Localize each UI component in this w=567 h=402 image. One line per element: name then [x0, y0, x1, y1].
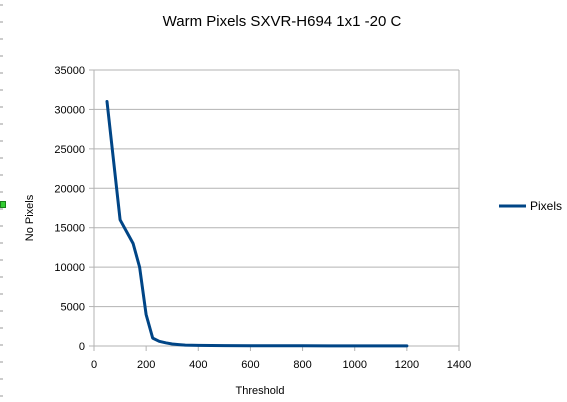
- x-tick-label: 400: [189, 359, 207, 371]
- legend: Pixels: [499, 199, 562, 213]
- selection-handle-icon[interactable]: [0, 201, 6, 208]
- x-tick-label: 1200: [395, 359, 419, 371]
- x-tick-label: 1400: [447, 359, 471, 371]
- x-tick-label: 0: [91, 359, 97, 371]
- chart-title: Warm Pixels SXVR-H694 1x1 -20 C: [163, 13, 402, 30]
- x-tick-label: 200: [137, 359, 155, 371]
- legend-label: Pixels: [530, 199, 562, 213]
- x-tick-label: 800: [293, 359, 311, 371]
- x-tick-labels: 0 200 400 600 800 1000 1200 1400: [91, 359, 471, 371]
- gridlines: [94, 69, 459, 347]
- y-tick-label: 25000: [54, 144, 85, 156]
- x-tick-label: 600: [241, 359, 259, 371]
- y-axis-label: No Pixels: [24, 194, 36, 241]
- y-tick-label: 30000: [54, 104, 85, 116]
- y-tick-label: 20000: [54, 183, 85, 195]
- y-tick-labels: 0 5000 10000 15000 20000 25000 30000 35000: [54, 65, 85, 353]
- y-tick-label: 5000: [61, 302, 85, 314]
- y-tick-label: 0: [79, 341, 85, 353]
- series-lines: [105, 100, 409, 348]
- margin-ruler: [0, 4, 3, 397]
- x-axis-label: Threshold: [236, 385, 285, 397]
- y-tick-label: 35000: [54, 65, 85, 77]
- y-tick-label: 15000: [54, 223, 85, 235]
- x-tick-label: 1000: [342, 359, 366, 371]
- series-line: [105, 100, 409, 348]
- y-tick-label: 10000: [54, 262, 85, 274]
